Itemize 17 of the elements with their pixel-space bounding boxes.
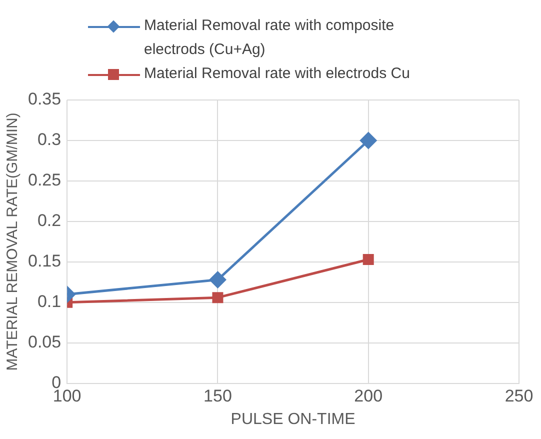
y-tick-label: 0.35 — [28, 90, 62, 109]
x-tick-label: 200 — [354, 386, 383, 406]
y-tick-label: 0.1 — [37, 292, 62, 312]
y-tick-label: 0.05 — [28, 332, 62, 352]
y-tick-label: 0.3 — [37, 130, 62, 150]
legend-label: Material Removal rate with electrods Cu — [144, 64, 411, 84]
y-tick-label: 0.2 — [37, 211, 62, 230]
y-axis-title: MATERIAL REMOVAL RATE(GM/MIN) — [4, 112, 22, 371]
x-tick-label: 250 — [504, 386, 534, 406]
x-axis-title: PULSE ON-TIME — [230, 410, 356, 428]
legend-label: Material Removal rate with composite electrods (Cu+Ag) — [144, 16, 396, 60]
point — [212, 292, 224, 304]
y-tick-label: 0.25 — [28, 170, 62, 190]
point — [362, 254, 374, 266]
point — [360, 132, 377, 149]
y-tick-label: 0.15 — [28, 252, 62, 271]
x-tick-label: 150 — [204, 386, 232, 406]
